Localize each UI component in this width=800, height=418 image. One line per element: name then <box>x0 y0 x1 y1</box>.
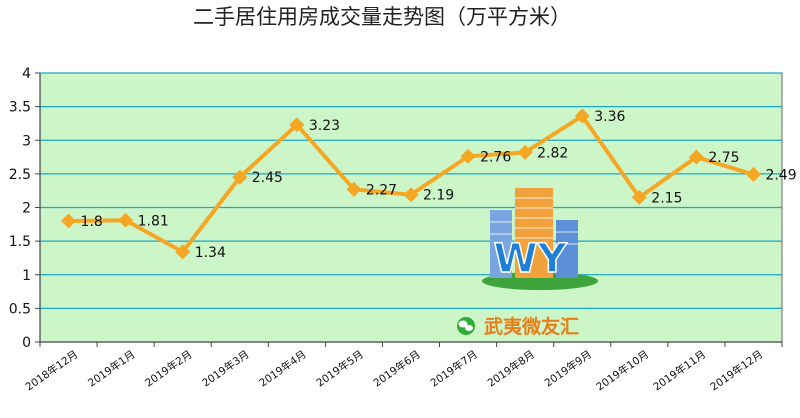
y-tick-label: 4 <box>22 66 31 82</box>
building-logo-icon: WY <box>482 188 598 290</box>
data-label: 3.23 <box>309 118 340 134</box>
x-tick-label: 2019年12月 <box>708 348 766 394</box>
gridlines <box>40 72 782 309</box>
watermark: WY 武夷微友汇 <box>457 188 598 338</box>
wechat-icon <box>457 317 475 335</box>
axes <box>35 72 783 347</box>
data-point <box>232 169 248 185</box>
data-label: 2.82 <box>537 145 568 161</box>
data-label: 2.76 <box>480 149 511 165</box>
data-label: 2.15 <box>651 190 682 206</box>
x-tick-label: 2019年7月 <box>428 348 480 390</box>
data-point <box>346 181 362 197</box>
x-axis-ticks: 2018年12月 2019年1月 2019年2月 2019年3月 2019年4月 2019… <box>23 348 765 394</box>
x-tick-label: 2019年2月 <box>143 348 195 390</box>
data-point <box>460 148 476 164</box>
x-tick-label: 2019年8月 <box>485 348 537 390</box>
chart-title: 二手居住用房成交量走势图（万平方米） <box>193 5 571 29</box>
data-label: 3.36 <box>594 109 625 125</box>
data-point <box>517 144 533 160</box>
y-tick-label: 0.5 <box>9 301 31 317</box>
x-tick-label: 2019年5月 <box>314 348 366 390</box>
x-tick-label: 2019年4月 <box>257 348 309 390</box>
data-point <box>289 117 305 133</box>
data-point <box>175 244 191 260</box>
x-tick-label: 2019年11月 <box>651 348 709 394</box>
x-tick-label: 2019年9月 <box>542 348 594 390</box>
data-label: 2.45 <box>252 170 283 186</box>
data-labels: 1.8 1.81 1.34 2.45 3.23 2.27 2.19 2.76 2.82 3.36 2… <box>81 109 797 261</box>
logo-letters: WY <box>493 236 567 282</box>
y-axis-ticks: 0 0.5 1 1.5 2 2.5 3 3.5 4 <box>9 66 31 351</box>
x-tick-label: 2019年1月 <box>85 348 137 390</box>
data-point <box>403 187 419 203</box>
watermark-text: 武夷微友汇 <box>484 315 579 338</box>
data-label: 2.75 <box>708 150 739 166</box>
data-label: 2.19 <box>423 188 454 204</box>
x-tick-label: 2019年10月 <box>594 348 652 394</box>
data-point <box>574 108 590 124</box>
data-label: 1.34 <box>195 245 226 261</box>
y-tick-label: 3.5 <box>9 100 31 116</box>
data-label: 2.27 <box>366 182 397 198</box>
data-markers <box>61 108 761 260</box>
data-label: 2.49 <box>765 168 796 184</box>
y-tick-label: 0 <box>22 335 31 351</box>
y-tick-label: 1.5 <box>9 234 31 250</box>
y-tick-label: 3 <box>22 133 31 149</box>
data-point <box>118 212 134 228</box>
data-label: 1.81 <box>138 213 169 229</box>
x-tick-label: 2018年12月 <box>23 348 81 394</box>
y-tick-label: 1 <box>22 268 31 284</box>
data-point <box>688 149 704 165</box>
data-point <box>745 167 761 183</box>
x-tick-label: 2019年6月 <box>371 348 423 390</box>
y-tick-label: 2.5 <box>9 167 31 183</box>
data-point <box>61 213 77 229</box>
data-point <box>631 189 647 205</box>
y-tick-label: 2 <box>22 201 31 217</box>
x-tick-label: 2019年3月 <box>200 348 252 390</box>
data-label: 1.8 <box>81 214 103 230</box>
